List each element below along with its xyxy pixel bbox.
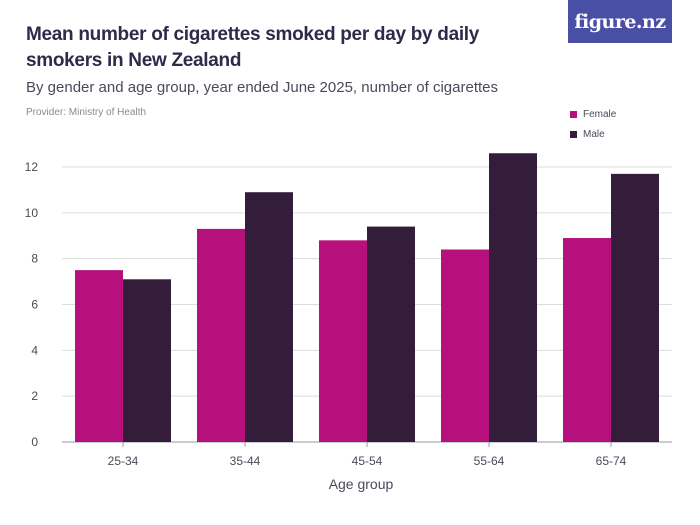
y-axis-ticks: 0 2 4 6 8 10 12 bbox=[25, 160, 39, 449]
y-tick-label: 2 bbox=[31, 389, 38, 403]
y-tick-label: 12 bbox=[25, 160, 39, 174]
legend-swatch-female bbox=[570, 110, 577, 118]
x-tick-label: 35-44 bbox=[230, 454, 261, 468]
bars bbox=[75, 153, 659, 442]
y-tick-label: 4 bbox=[31, 343, 38, 357]
legend-swatch-male bbox=[570, 130, 577, 138]
x-tick-label: 55-64 bbox=[474, 454, 505, 468]
bar-male-35-44[interactable] bbox=[245, 192, 293, 442]
legend-item-male: Male bbox=[570, 124, 616, 144]
x-tick-label: 25-34 bbox=[108, 454, 139, 468]
bar-female-25-34[interactable] bbox=[75, 270, 123, 442]
bar-male-55-64[interactable] bbox=[489, 153, 537, 442]
legend-label-female: Female bbox=[583, 108, 617, 120]
x-axis-label: Age group bbox=[329, 476, 394, 492]
bar-male-45-54[interactable] bbox=[367, 226, 415, 442]
y-tick-label: 0 bbox=[31, 435, 38, 449]
legend: Female Male bbox=[570, 104, 616, 144]
legend-label-male: Male bbox=[583, 128, 605, 140]
bar-female-45-54[interactable] bbox=[319, 240, 367, 442]
chart-title: Mean number of cigarettes smoked per day… bbox=[26, 24, 480, 71]
x-axis-ticks: 25-34 35-44 45-54 55-64 65-74 bbox=[108, 442, 627, 468]
x-tick-label: 45-54 bbox=[352, 454, 383, 468]
y-tick-label: 10 bbox=[25, 206, 39, 220]
legend-item-female: Female bbox=[570, 104, 616, 124]
provider-note: Provider: Ministry of Health bbox=[26, 107, 147, 118]
bar-female-35-44[interactable] bbox=[197, 228, 245, 442]
bar-male-25-34[interactable] bbox=[123, 279, 171, 442]
y-tick-label: 6 bbox=[31, 298, 38, 312]
figure-nz-logo[interactable]: figure.nz bbox=[568, 0, 672, 43]
bar-female-55-64[interactable] bbox=[441, 249, 489, 443]
y-tick-label: 8 bbox=[31, 252, 38, 266]
bar-female-65-74[interactable] bbox=[563, 238, 611, 442]
logo-text: figure.nz bbox=[574, 10, 666, 33]
chart-subtitle: By gender and age group, year ended June… bbox=[26, 79, 498, 96]
x-tick-label: 65-74 bbox=[596, 454, 627, 468]
bar-male-65-74[interactable] bbox=[611, 173, 659, 442]
